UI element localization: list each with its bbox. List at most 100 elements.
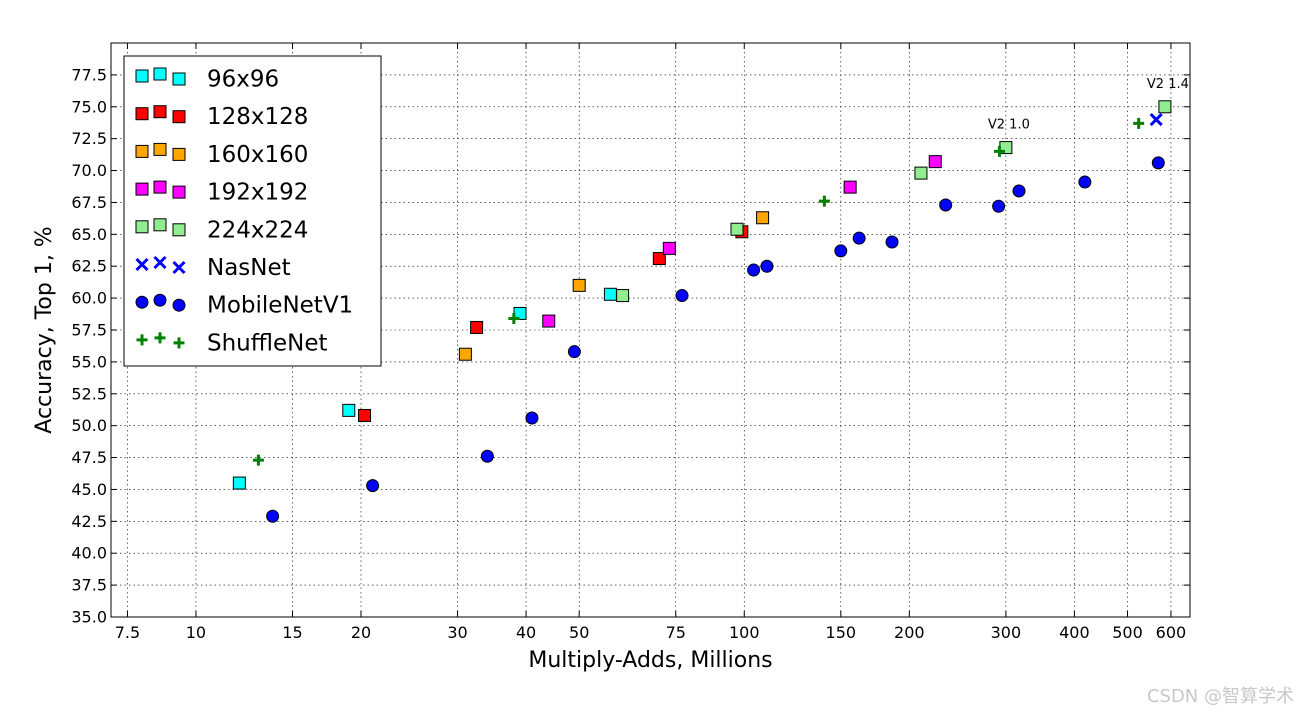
legend-marker-192x192 xyxy=(153,180,167,194)
x-tick-label: 200 xyxy=(894,623,925,642)
legend-marker-mobilenetv1 xyxy=(135,295,149,309)
point-mobilenetv1 xyxy=(1012,184,1026,198)
y-tick-label: 55.0 xyxy=(71,352,107,371)
legend-marker-224x224 xyxy=(135,220,149,234)
y-tick-label: 75.0 xyxy=(71,97,107,116)
legend-marker-nasnet xyxy=(135,257,149,272)
x-tick-label: 400 xyxy=(1059,623,1090,642)
legend: 96x96 128x128 160x160 192x192 224x224 NasNet M… xyxy=(123,55,382,367)
legend-marker-96x96 xyxy=(172,72,186,86)
point-mobilenetv1 xyxy=(939,198,953,212)
y-tick-label: 35.0 xyxy=(71,608,107,627)
x-tick-label: 30 xyxy=(447,623,467,642)
point-224x224 xyxy=(1158,100,1172,114)
x-tick-label: 600 xyxy=(1156,623,1187,642)
point-192x192 xyxy=(928,155,942,169)
x-tick-label: 75 xyxy=(666,623,686,642)
x-tick-label: 7.5 xyxy=(115,623,140,642)
point-160x160 xyxy=(756,211,770,225)
legend-marker-nasnet xyxy=(172,260,186,275)
point-mobilenetv1 xyxy=(366,479,380,493)
x-tick-label: 150 xyxy=(826,623,857,642)
y-tick-label: 67.5 xyxy=(71,193,107,212)
legend-label-96x96: 96x96 xyxy=(207,67,279,93)
point-224x224 xyxy=(730,222,744,236)
point-128x128 xyxy=(470,320,484,334)
x-axis-label: Multiply-Adds, Millions xyxy=(528,648,772,673)
legend-marker-shufflenet xyxy=(136,334,148,346)
point-mobilenetv1 xyxy=(747,263,761,277)
point-192x192 xyxy=(542,314,556,328)
legend-marker-128x128 xyxy=(135,107,149,121)
legend-label-160x160: 160x160 xyxy=(207,142,308,168)
y-tick-label: 37.5 xyxy=(71,576,107,595)
x-tick-label: 300 xyxy=(991,623,1022,642)
legend-marker-shufflenet xyxy=(173,337,185,349)
y-tick-label: 62.5 xyxy=(71,257,107,276)
point-mobilenetv1 xyxy=(266,509,280,523)
legend-label-nasnet: NasNet xyxy=(207,255,291,281)
point-shufflenet xyxy=(1133,117,1145,129)
x-tick-label: 10 xyxy=(186,623,206,642)
point-mobilenetv1 xyxy=(992,199,1006,213)
legend-box xyxy=(123,55,382,367)
point-mobilenetv1 xyxy=(852,231,866,245)
legend-marker-224x224 xyxy=(172,223,186,237)
y-tick-label: 57.5 xyxy=(71,321,107,340)
point-mobilenetv1 xyxy=(675,289,689,303)
y-tick-label: 45.0 xyxy=(71,480,107,499)
x-tick-label: 500 xyxy=(1112,623,1143,642)
y-tick-label: 77.5 xyxy=(71,65,107,84)
x-tick-label: 50 xyxy=(569,623,589,642)
point-128x128 xyxy=(652,252,666,266)
annotation-label: V2 1.4 xyxy=(1147,77,1189,92)
point-192x192 xyxy=(843,180,857,194)
point-mobilenetv1 xyxy=(1078,175,1092,189)
legend-label-shufflenet: ShuffleNet xyxy=(207,330,328,356)
point-mobilenetv1 xyxy=(1151,156,1165,170)
y-axis-label: Accuracy, Top 1, % xyxy=(32,226,57,433)
point-mobilenetv1 xyxy=(760,259,774,273)
point-160x160 xyxy=(458,347,472,361)
legend-marker-mobilenetv1 xyxy=(172,298,186,312)
axes: 7.5 10 15 20 30 40 50 75 100 150 200 300 400 500 600 35… xyxy=(32,42,1191,673)
point-224x224 xyxy=(914,166,928,180)
legend-marker-128x128 xyxy=(153,105,167,119)
point-shufflenet xyxy=(508,313,520,325)
point-shufflenet xyxy=(818,195,830,207)
legend-marker-shufflenet xyxy=(154,332,166,344)
y-tick-label: 52.5 xyxy=(71,384,107,403)
y-tick-label: 72.5 xyxy=(71,129,107,148)
legend-marker-nasnet xyxy=(153,255,167,270)
legend-marker-mobilenetv1 xyxy=(153,293,167,307)
point-mobilenetv1 xyxy=(885,235,899,249)
x-tick-label: 15 xyxy=(282,623,302,642)
point-160x160 xyxy=(572,278,586,292)
point-mobilenetv1 xyxy=(834,244,848,258)
legend-marker-192x192 xyxy=(135,182,149,196)
point-96x96 xyxy=(232,476,246,490)
y-tick-label: 50.0 xyxy=(71,416,107,435)
legend-marker-224x224 xyxy=(153,218,167,232)
data-marks xyxy=(232,100,1172,523)
legend-marker-160x160 xyxy=(135,144,149,158)
y-tick-label: 60.0 xyxy=(71,289,107,308)
point-224x224 xyxy=(616,289,630,303)
point-192x192 xyxy=(662,241,676,255)
x-tick-label: 40 xyxy=(516,623,536,642)
annotations: V2 1.0 V2 1.4 xyxy=(988,77,1189,133)
point-shufflenet xyxy=(252,454,264,466)
point-mobilenetv1 xyxy=(567,345,581,359)
annotation-label: V2 1.0 xyxy=(988,118,1030,133)
y-tick-label: 47.5 xyxy=(71,448,107,467)
legend-marker-96x96 xyxy=(153,67,167,81)
legend-marker-160x160 xyxy=(172,147,186,161)
legend-label-192x192: 192x192 xyxy=(207,180,308,206)
point-96x96 xyxy=(342,403,356,417)
legend-marker-160x160 xyxy=(153,142,167,156)
legend-label-mobilenetv1: MobileNetV1 xyxy=(207,293,353,319)
x-tick-label: 100 xyxy=(729,623,760,642)
watermark: CSDN @智算学术 xyxy=(1146,686,1294,707)
legend-label-224x224: 224x224 xyxy=(207,217,308,243)
y-tick-label: 70.0 xyxy=(71,161,107,180)
